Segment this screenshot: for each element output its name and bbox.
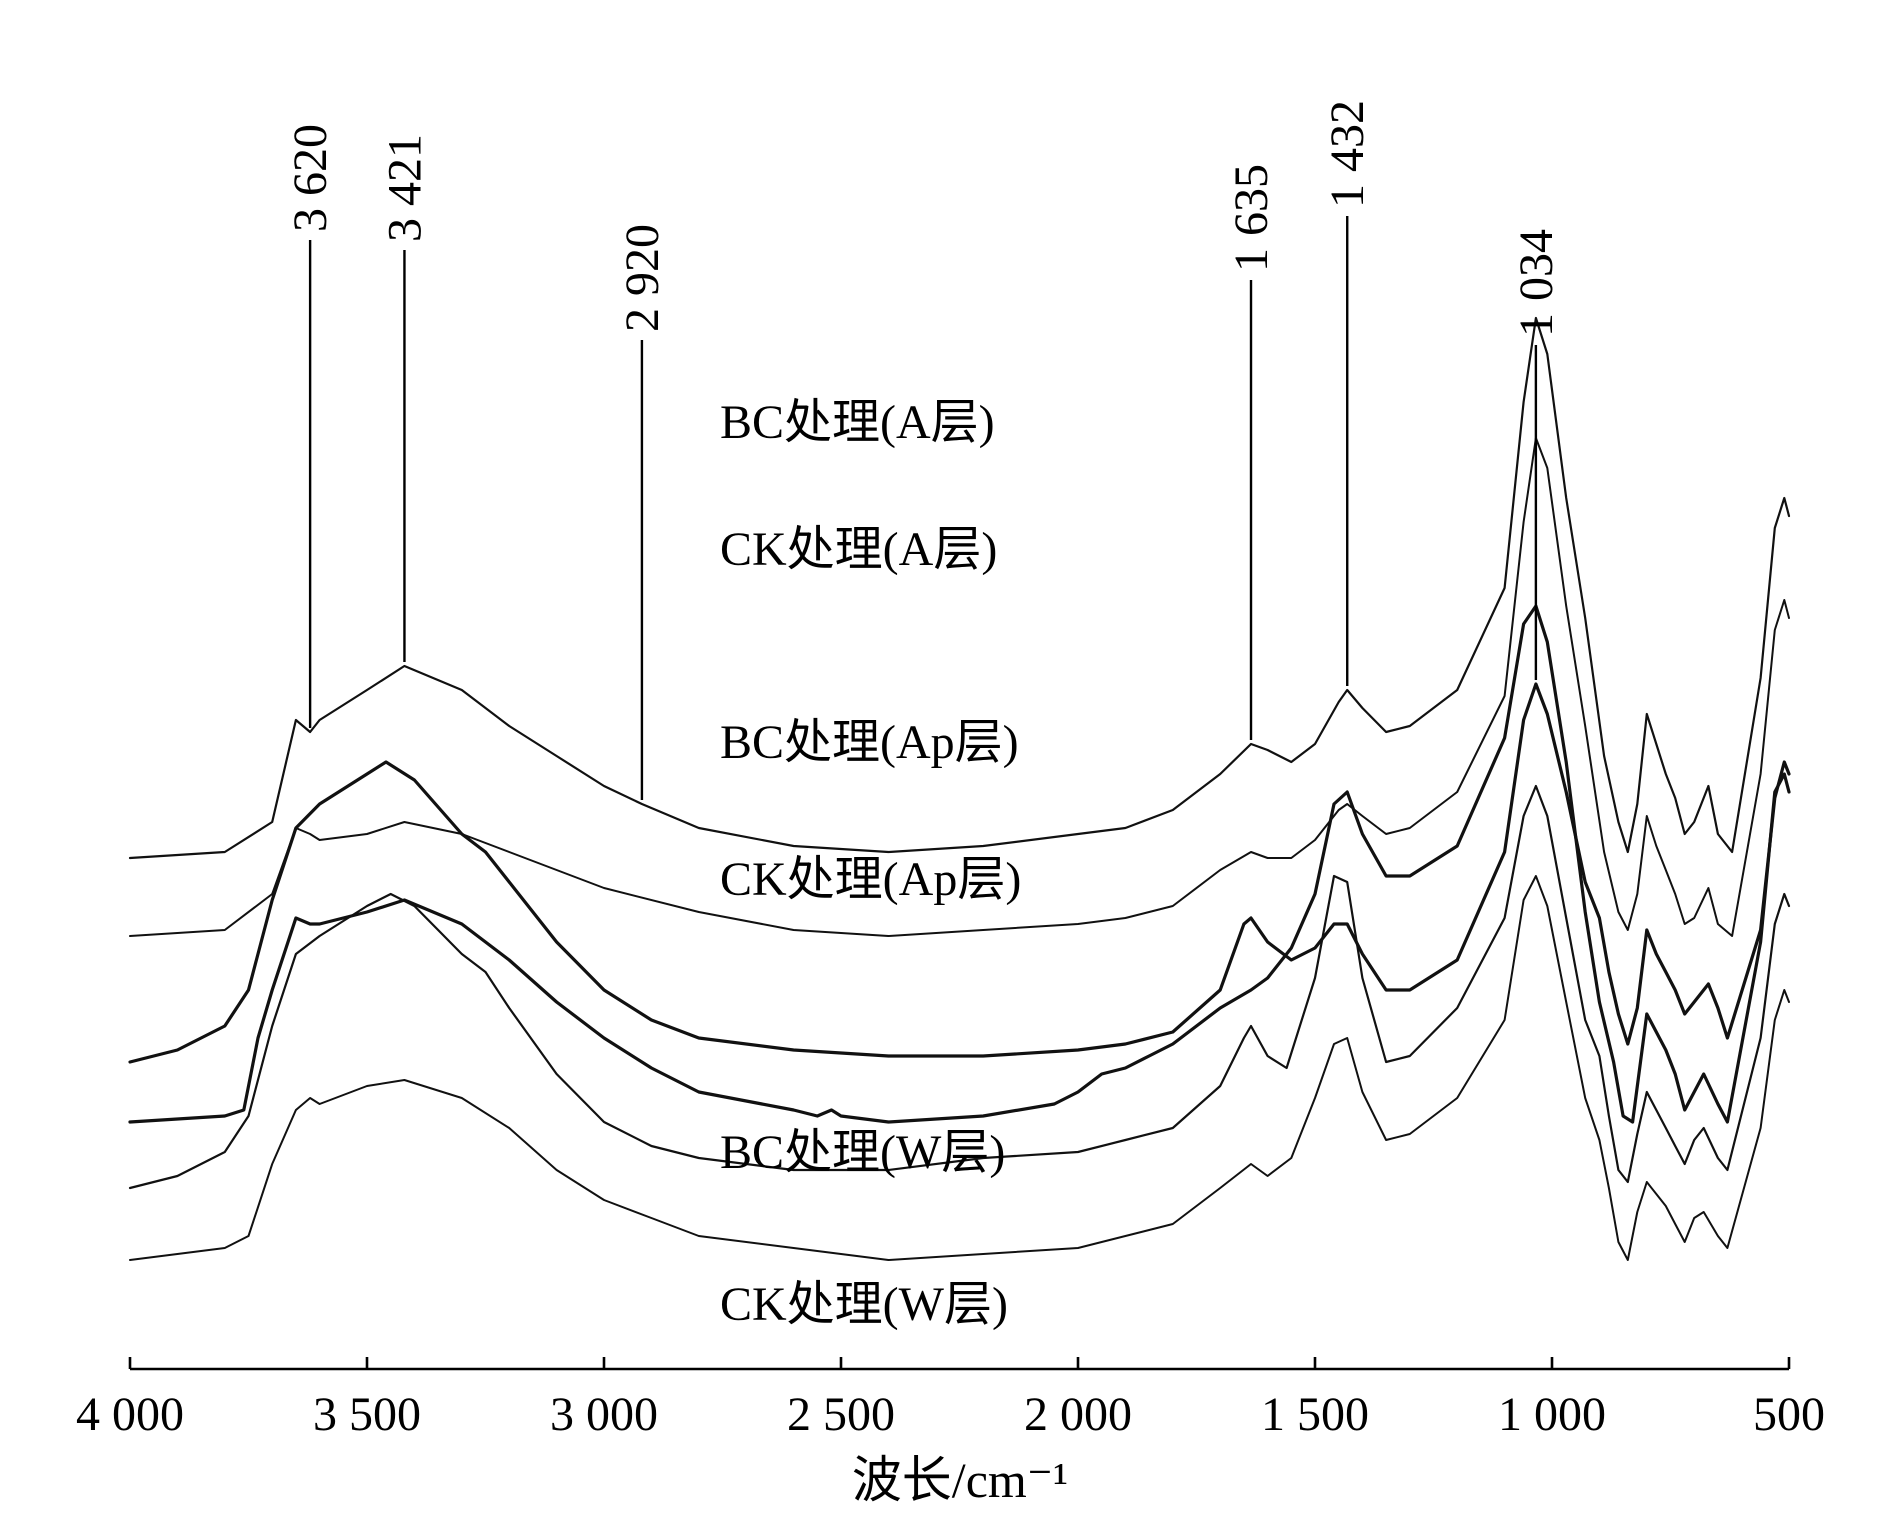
annotation-label-5: 1 034 bbox=[1510, 229, 1563, 337]
series-label-1: CK处理(A层) bbox=[720, 523, 997, 576]
peak-annotations: 3 620 3 421 2 920 1 635 1 432 1 034 bbox=[284, 100, 1563, 800]
annotation-label-1: 3 421 bbox=[378, 134, 431, 242]
series-label-5: CK处理(W层) bbox=[720, 1278, 1008, 1331]
x-tick-label-7: 500 bbox=[1753, 1388, 1825, 1441]
series-label-2: BC处理(Ap层) bbox=[720, 716, 1019, 769]
series-line-2 bbox=[128, 682, 1791, 1064]
annotation-label-2: 2 920 bbox=[616, 224, 669, 332]
annotation-label-0: 3 620 bbox=[284, 124, 337, 232]
series-label-0: BC处理(A层) bbox=[720, 396, 995, 449]
x-tick-label-6: 1 000 bbox=[1498, 1388, 1606, 1441]
annotation-label-3: 1 635 bbox=[1225, 164, 1278, 272]
x-tick-label-5: 1 500 bbox=[1261, 1388, 1369, 1441]
x-axis-label: 波长/cm⁻¹ bbox=[852, 1452, 1068, 1508]
series-label-3: CK处理(Ap层) bbox=[720, 853, 1021, 906]
x-tick-label-1: 3 500 bbox=[313, 1388, 421, 1441]
series-line-3 bbox=[128, 604, 1791, 1124]
series-line-4 bbox=[128, 784, 1791, 1190]
series-traces bbox=[128, 316, 1791, 1261]
series-label-4: BC处理(W层) bbox=[720, 1126, 1005, 1179]
x-tick-label-3: 2 500 bbox=[787, 1388, 895, 1441]
x-tick-label-4: 2 000 bbox=[1024, 1388, 1132, 1441]
x-tick-label-2: 3 000 bbox=[550, 1388, 658, 1441]
series-line-1 bbox=[129, 437, 1790, 937]
x-axis: 4 000 3 500 3 000 2 500 2 000 1 500 1 000 500 波… bbox=[76, 1357, 1825, 1508]
series-line-5 bbox=[129, 875, 1790, 1261]
series-labels: BC处理(A层) CK处理(A层) BC处理(Ap层) CK处理(Ap层) BC处理(W… bbox=[720, 396, 1021, 1331]
x-tick-label-0: 4 000 bbox=[76, 1388, 184, 1441]
series-line-0 bbox=[128, 316, 1791, 860]
x-ticks: 4 000 3 500 3 000 2 500 2 000 1 500 1 000 500 bbox=[76, 1357, 1825, 1441]
annotation-label-4: 1 432 bbox=[1321, 100, 1374, 208]
